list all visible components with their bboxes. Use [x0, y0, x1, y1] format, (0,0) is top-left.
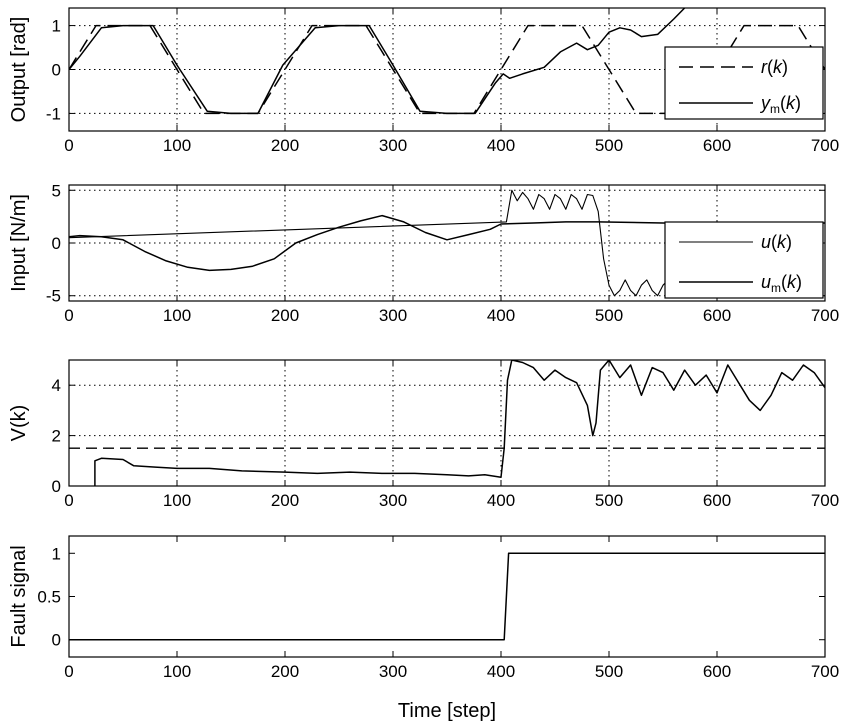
y-tick-label: -1	[46, 104, 61, 123]
y-tick-label: 0	[52, 234, 61, 253]
x-tick-label: 300	[379, 306, 407, 325]
x-tick-label: 100	[163, 306, 191, 325]
x-tick-label: 500	[595, 491, 623, 510]
axes-frame	[68, 184, 826, 302]
legend-entry-arg: (	[780, 93, 786, 113]
x-tick-label: 200	[271, 306, 299, 325]
legend: r(k)ym(k)	[664, 46, 824, 120]
x-tick-label: 600	[703, 306, 731, 325]
x-tick-label: 100	[163, 662, 191, 681]
legend-entry-arg: k	[787, 272, 797, 292]
y-tick-label: 0.5	[37, 588, 61, 607]
legend-entry-symbol: y	[759, 93, 771, 113]
legend-entry-arg: )	[786, 232, 792, 252]
legend-entry-arg: k	[773, 57, 783, 77]
x-tick-label: 600	[703, 491, 731, 510]
axes-frame	[68, 535, 826, 658]
series-group	[69, 189, 825, 297]
legend-entry-arg: (	[771, 232, 777, 252]
legend-entry: u(k)	[761, 232, 792, 252]
x-tick-label: 0	[64, 662, 73, 681]
x-tick-label: 700	[811, 136, 839, 155]
legend-entry-subscript: m	[771, 281, 781, 295]
y-tick-label: 1	[52, 17, 61, 36]
legend: u(k)um(k)	[664, 221, 824, 299]
y-axis-label: Fault signal	[8, 545, 30, 647]
series-line-um-k-	[69, 214, 825, 272]
x-tick-label: 300	[379, 136, 407, 155]
panel-3: 0 100 200 300 400 500 600 700 0 2 4 V(k)	[8, 359, 839, 510]
y-axis-label: Input [N/m]	[8, 194, 30, 292]
x-tick-label: 400	[487, 662, 515, 681]
panel-4: 0 100 200 300 400 500 600 700 0 0.5 1 Fault signal T…	[8, 535, 839, 722]
legend-entry-symbol: u	[761, 272, 771, 292]
y-tick-label: 5	[52, 181, 61, 200]
legend-entry: um(k)	[761, 272, 802, 295]
y-tick-label: 0	[52, 61, 61, 80]
x-tick-label: 500	[595, 306, 623, 325]
series-group	[94, 360, 825, 486]
x-tick-label: 400	[487, 491, 515, 510]
x-tick-label: 300	[379, 662, 407, 681]
series-line-ym-k-	[69, 8, 686, 115]
legend-box	[664, 46, 824, 120]
axes-frame	[68, 359, 826, 487]
x-tick-label: 700	[811, 306, 839, 325]
series-line-u-k-	[69, 189, 675, 297]
series-group	[69, 552, 825, 641]
series-line-V-k-	[94, 360, 825, 486]
x-tick-label: 100	[163, 136, 191, 155]
x-tick-label: 700	[811, 662, 839, 681]
legend-entry-subscript: m	[770, 102, 780, 116]
legend-entry-symbol: u	[761, 232, 771, 252]
x-tick-label: 400	[487, 306, 515, 325]
y-tick-label: 4	[52, 376, 61, 395]
legend-entry-arg: (	[767, 57, 773, 77]
y-axis-label: V(k)	[8, 405, 30, 442]
x-tick-label: 700	[811, 491, 839, 510]
legend-entry-arg: )	[782, 57, 788, 77]
series-line-fault	[69, 552, 825, 641]
legend-box	[664, 221, 824, 299]
y-tick-label: 1	[52, 544, 61, 563]
x-tick-label: 0	[64, 491, 73, 510]
legend-entry-arg: (	[781, 272, 787, 292]
legend-entry: r(k)	[761, 57, 788, 77]
legend-entry-arg: )	[795, 93, 801, 113]
x-tick-label: 400	[487, 136, 515, 155]
x-tick-label: 0	[64, 136, 73, 155]
y-tick-label: -5	[46, 287, 61, 306]
x-tick-label: 500	[595, 662, 623, 681]
y-tick-label: 0	[52, 477, 61, 496]
x-tick-label: 0	[64, 306, 73, 325]
x-tick-label: 300	[379, 491, 407, 510]
axes-frame	[68, 7, 826, 132]
y-tick-label: 0	[52, 631, 61, 650]
legend-entry-symbol: r	[761, 57, 768, 77]
x-axis-label: Time [step]	[398, 700, 496, 722]
x-tick-label: 500	[595, 136, 623, 155]
x-tick-label: 200	[271, 136, 299, 155]
y-tick-label: 2	[52, 427, 61, 446]
y-axis-label: Output [rad]	[8, 17, 30, 123]
legend-entry-arg: k	[777, 232, 787, 252]
legend-entry: ym(k)	[759, 93, 801, 116]
x-tick-label: 200	[271, 491, 299, 510]
legend-entry-arg: )	[796, 272, 802, 292]
legend-entry-arg: k	[786, 93, 796, 113]
x-tick-label: 600	[703, 136, 731, 155]
x-tick-label: 100	[163, 491, 191, 510]
x-tick-label: 600	[703, 662, 731, 681]
x-tick-label: 200	[271, 662, 299, 681]
